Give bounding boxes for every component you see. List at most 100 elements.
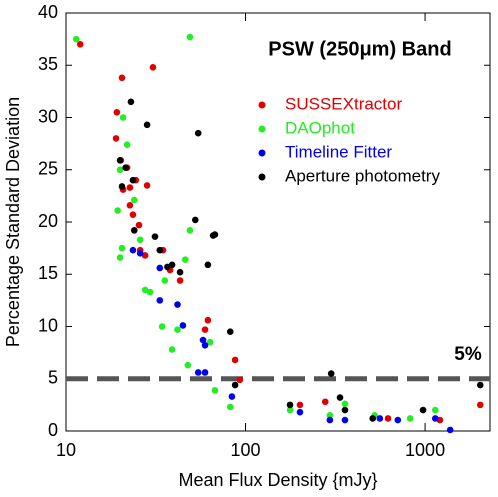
- data-point: [130, 196, 138, 204]
- data-point: [194, 129, 202, 137]
- data-point: [182, 256, 189, 263]
- data-point: [135, 221, 143, 229]
- data-point: [129, 211, 137, 218]
- data-point: [201, 342, 209, 349]
- x-tick-label: 100: [231, 440, 261, 460]
- data-point: [136, 236, 144, 244]
- data-point: [112, 135, 120, 142]
- data-point: [201, 326, 209, 333]
- data-point: [156, 297, 164, 304]
- data-point: [118, 244, 126, 252]
- data-point: [174, 326, 181, 333]
- data-point: [384, 415, 392, 422]
- data-point: [296, 401, 304, 409]
- data-point: [326, 416, 334, 424]
- data-point: [206, 338, 214, 346]
- data-point: [149, 64, 157, 71]
- data-point: [231, 381, 239, 389]
- y-tick-label: 0: [48, 420, 58, 440]
- data-point: [394, 416, 402, 424]
- data-point: [286, 406, 294, 414]
- data-point: [186, 227, 194, 234]
- data-point: [129, 246, 137, 254]
- data-point: [211, 386, 219, 394]
- data-point: [143, 182, 151, 189]
- data-point: [376, 415, 384, 422]
- data-point: [161, 277, 169, 284]
- chart-title: PSW (250μm) Band: [268, 38, 451, 60]
- data-point: [431, 406, 439, 414]
- data-point: [126, 184, 134, 191]
- y-tick-label: 40: [38, 2, 58, 22]
- data-point: [158, 323, 166, 330]
- data-point: [201, 369, 209, 376]
- data-point: [129, 176, 137, 184]
- legend-marker: [258, 125, 266, 133]
- data-point: [141, 252, 149, 259]
- data-point: [113, 108, 121, 116]
- data-point: [476, 381, 484, 389]
- data-point: [114, 207, 121, 214]
- data-point: [431, 415, 439, 422]
- data-point: [119, 114, 127, 121]
- data-point: [226, 328, 234, 336]
- x-axis-label: Mean Flux Density {mJy}: [178, 470, 377, 490]
- data-point: [476, 401, 484, 409]
- data-point: [419, 406, 427, 414]
- data-point: [179, 322, 187, 329]
- y-tick-label: 35: [38, 54, 58, 74]
- x-tick-label: 1000: [405, 440, 445, 460]
- data-point: [204, 261, 212, 269]
- data-point: [156, 264, 164, 272]
- y-tick-label: 25: [38, 159, 58, 179]
- data-point: [156, 246, 164, 254]
- data-point: [151, 233, 159, 240]
- data-point: [130, 227, 138, 234]
- data-point: [168, 346, 176, 353]
- data-point: [326, 412, 334, 419]
- plot-frame: [65, 12, 491, 432]
- data-point: [76, 41, 84, 48]
- legend-marker: [258, 149, 266, 157]
- data-point: [116, 166, 124, 174]
- y-tick-label: 30: [38, 106, 58, 126]
- data-point: [296, 408, 304, 416]
- data-point: [143, 121, 151, 129]
- data-point: [72, 35, 80, 43]
- data-point: [204, 316, 212, 324]
- data-point: [126, 201, 134, 209]
- y-tick-label: 5: [48, 368, 58, 388]
- data-point: [228, 393, 236, 400]
- data-point: [122, 164, 129, 171]
- data-point: [168, 261, 176, 269]
- data-point: [406, 415, 414, 422]
- legend-marker: [258, 173, 266, 181]
- data-point: [123, 141, 131, 148]
- data-point: [174, 301, 181, 308]
- data-point: [327, 370, 335, 377]
- legend-label: Timeline Fitter: [285, 142, 392, 161]
- legend-label: Aperture photometry: [285, 166, 440, 185]
- data-point: [191, 216, 199, 224]
- data-point: [199, 336, 207, 344]
- data-point: [341, 406, 349, 414]
- legend-label: DAOphot: [285, 118, 355, 137]
- legend-label: SUSSEXtractor: [285, 94, 402, 113]
- data-point: [321, 398, 329, 406]
- data-point: [194, 369, 202, 376]
- data-point: [186, 33, 194, 41]
- data-point: [211, 231, 219, 238]
- data-point: [176, 277, 184, 284]
- data-point: [236, 376, 244, 384]
- y-axis-label: Percentage Standard Deviation: [3, 97, 23, 347]
- data-point: [341, 400, 349, 408]
- data-point: [136, 250, 144, 257]
- data-point: [118, 74, 126, 82]
- y-tick-label: 20: [38, 211, 58, 231]
- data-point: [184, 361, 192, 369]
- data-point: [118, 183, 126, 190]
- data-point: [116, 157, 124, 164]
- x-tick-label: 10: [56, 440, 76, 460]
- data-point: [341, 416, 349, 424]
